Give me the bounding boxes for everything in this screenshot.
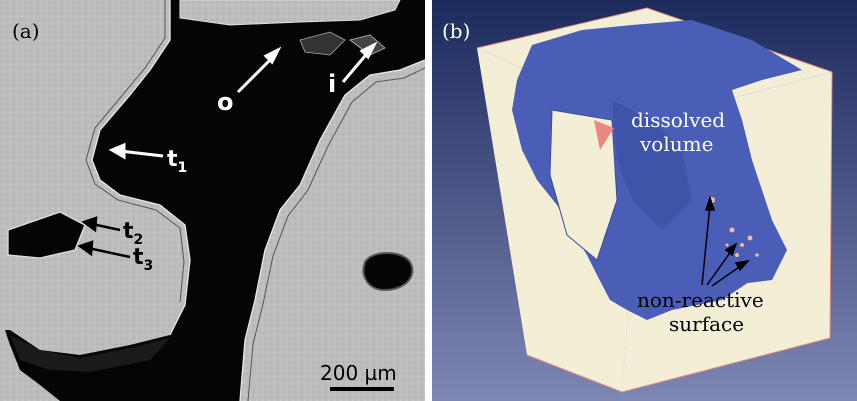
cube-edge-bottom [526, 337, 831, 393]
panel-a-label: (a) [12, 19, 40, 43]
arrow-nonreactive-3 [711, 264, 743, 287]
label-t1-sub: 1 [178, 160, 188, 176]
grain-boundary-left-inner [85, 0, 185, 303]
scale-bar [330, 387, 394, 391]
label-t3-sub: 3 [144, 258, 154, 274]
arrow-head [704, 195, 716, 211]
pore-right-small [362, 252, 414, 292]
speck [725, 243, 729, 247]
panel-a-ct-slice: (a) o i t1 t2 t3 200 µm [0, 0, 425, 401]
arrow-i-head [359, 41, 378, 60]
cut-face-red [594, 120, 614, 150]
pore-lower-band [10, 335, 170, 372]
annotation-arrows [108, 41, 378, 160]
arrow-t3 [87, 246, 131, 259]
arrow-nonreactive-1 [701, 204, 711, 286]
arrow-nonreactive-2 [706, 249, 733, 286]
panel-b-label: (b) [442, 19, 470, 43]
dissolved-shading [612, 100, 692, 230]
cube-edge-top [476, 7, 833, 73]
arrow-t1 [119, 149, 164, 158]
nonreactive-label-line2: surface [669, 312, 744, 336]
label-t1-main: t [167, 147, 178, 172]
label-t3-main: t [133, 245, 144, 270]
dissolved-volume-label-line2: volume [639, 132, 713, 156]
cube-edge-right [829, 71, 833, 339]
nonreactive-specks [709, 197, 759, 257]
cube-rendering: (b) dissolved volume non-reactive surfac… [432, 0, 857, 401]
grain-top [179, 0, 401, 26]
arrow-t1-head [108, 142, 126, 160]
arrow-t2-head [81, 216, 98, 233]
label-t2-main: t [123, 219, 134, 244]
speck [740, 243, 744, 247]
label-t2-sub: 2 [134, 232, 144, 248]
label-i: i [328, 70, 336, 98]
dissolved-volume-label-line1: dissolved [631, 108, 725, 132]
speck [729, 227, 735, 233]
speck [735, 253, 739, 257]
arrow-t3-head [77, 240, 94, 257]
arrow-head [724, 242, 738, 257]
ct-slice-image: (a) o i t1 t2 t3 200 µm [0, 0, 425, 401]
nonreactive-label-line1: non-reactive [637, 288, 764, 312]
speck [755, 253, 759, 257]
panel-b-3d-rendering: (b) dissolved volume non-reactive surfac… [432, 0, 857, 401]
arrow-o-head [263, 46, 282, 65]
grain-boundary-left [91, 0, 191, 336]
arrow-head [734, 259, 750, 272]
arrow-o [236, 53, 277, 94]
oxide-patch [299, 31, 346, 56]
speck [747, 235, 753, 241]
dissolved-lower-right [717, 210, 787, 285]
label-o: o [217, 88, 234, 116]
scale-bar-label: 200 µm [320, 361, 397, 385]
grain-boundary-right-inner [247, 67, 425, 401]
grain-boundary-right [239, 59, 425, 401]
label-t2: t2 [123, 219, 143, 248]
annotation-arrows-b [701, 195, 750, 287]
pore-main [5, 0, 425, 401]
label-t1: t1 [167, 147, 187, 176]
annotation-arrows-dark [77, 216, 131, 259]
pore-left-small [7, 211, 86, 259]
label-t3: t3 [133, 245, 153, 274]
